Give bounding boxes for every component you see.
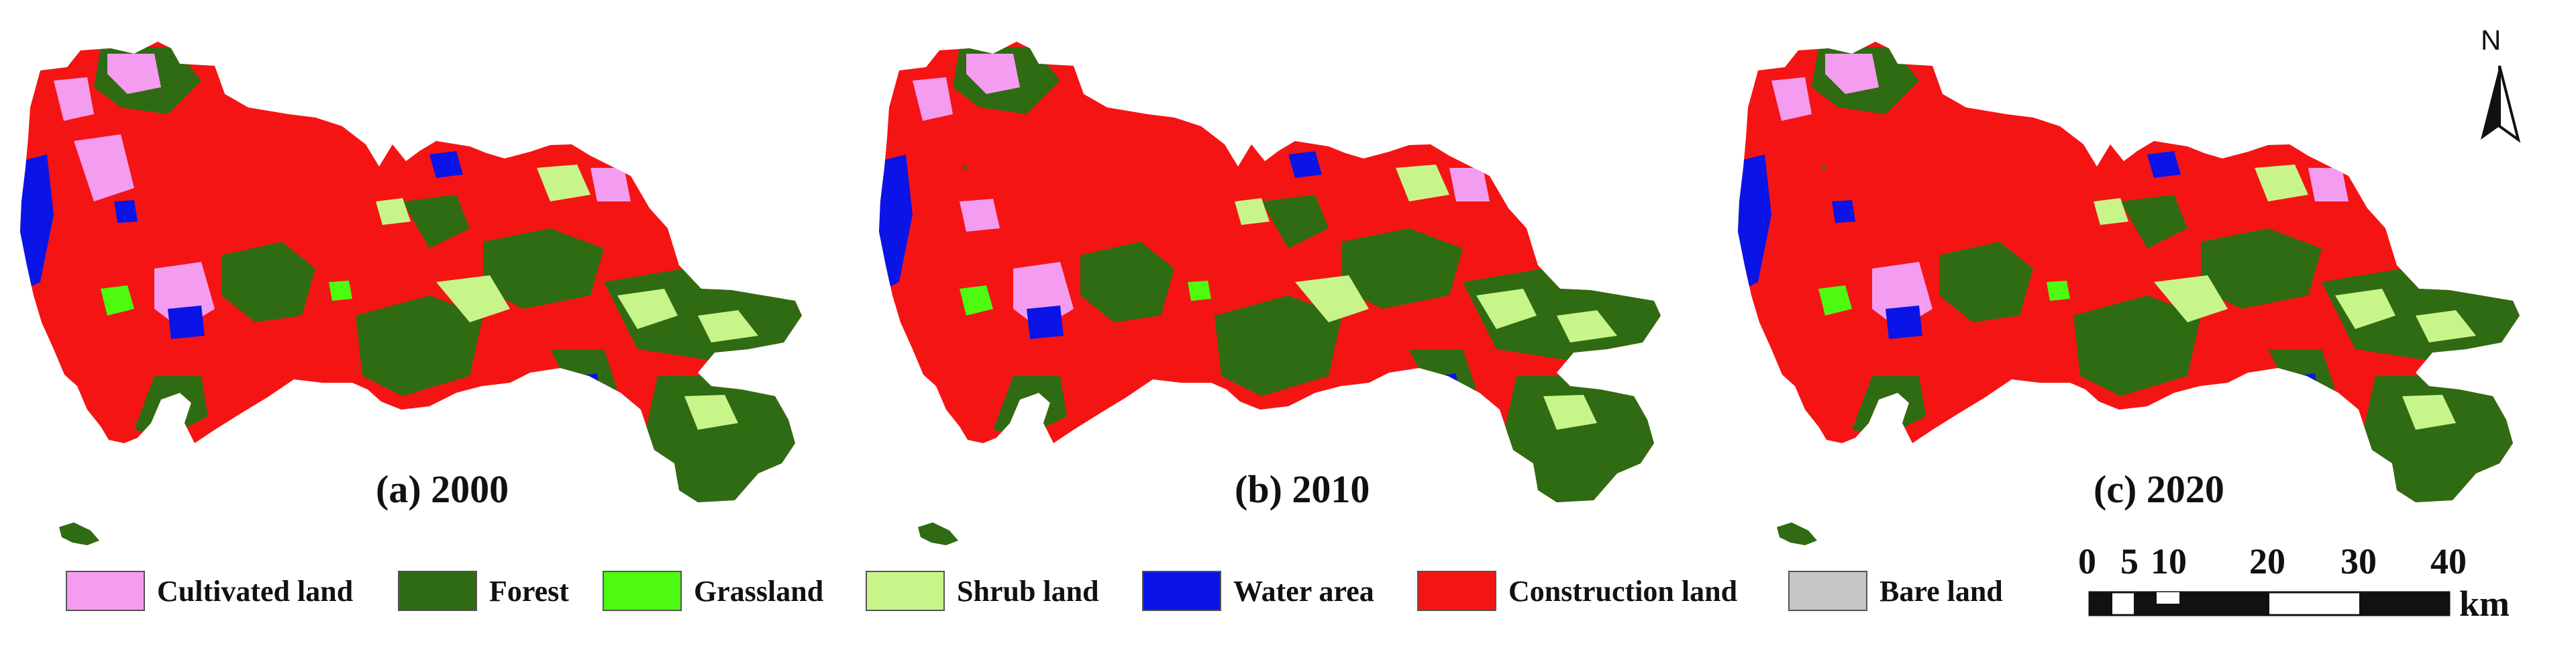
legend-item-water-area: Water area <box>1142 564 1374 618</box>
panel-label-2020: (c) 2020 <box>2094 467 2224 511</box>
legend-item-cultivated-land: Cultivated land <box>66 564 353 618</box>
legend-item-grassland: Grassland <box>603 564 823 618</box>
legend-label-construction-land: Construction land <box>1508 574 1738 608</box>
legend-item-bare-land: Bare land <box>1788 564 2003 618</box>
scale-unit: km <box>2459 584 2510 624</box>
legend-swatch-water-area <box>1142 571 1221 611</box>
legend-label-shrub-land: Shrub land <box>957 574 1099 608</box>
legend-swatch-construction-land <box>1417 571 1496 611</box>
scale-tick-0: 0 <box>2078 541 2096 582</box>
north-arrow-icon <box>2481 65 2521 143</box>
panel-label-2000: (a) 2000 <box>376 467 509 511</box>
legend-swatch-cultivated-land <box>66 571 145 611</box>
scale-tick-20: 20 <box>2249 541 2285 582</box>
scale-tick-10: 10 <box>2151 541 2187 582</box>
panel-label-2010: (b) 2010 <box>1235 467 1370 511</box>
legend-label-water-area: Water area <box>1233 574 1374 608</box>
north-label: N <box>2481 24 2502 56</box>
legend-swatch-shrub-land <box>866 571 945 611</box>
legend-label-grassland: Grassland <box>694 574 824 608</box>
scale-tick-30: 30 <box>2340 541 2377 582</box>
legend-item-forest: Forest <box>398 564 569 618</box>
map-panel-2010 <box>879 42 1664 545</box>
legend-swatch-forest <box>398 571 477 611</box>
legend-swatch-bare-land <box>1788 571 1867 611</box>
map-panel-2000 <box>20 42 805 545</box>
legend-item-construction-land: Construction land <box>1417 564 1737 618</box>
legend-label-cultivated-land: Cultivated land <box>157 574 354 608</box>
legend-swatch-grassland <box>603 571 682 611</box>
legend-label-forest: Forest <box>489 574 569 608</box>
scale-tick-40: 40 <box>2430 541 2467 582</box>
scale-bar-graphic <box>2088 591 2451 616</box>
legend-label-bare-land: Bare land <box>1879 574 2003 608</box>
scale-tick-5: 5 <box>2120 541 2139 582</box>
legend-item-shrub-land: Shrub land <box>866 564 1099 618</box>
